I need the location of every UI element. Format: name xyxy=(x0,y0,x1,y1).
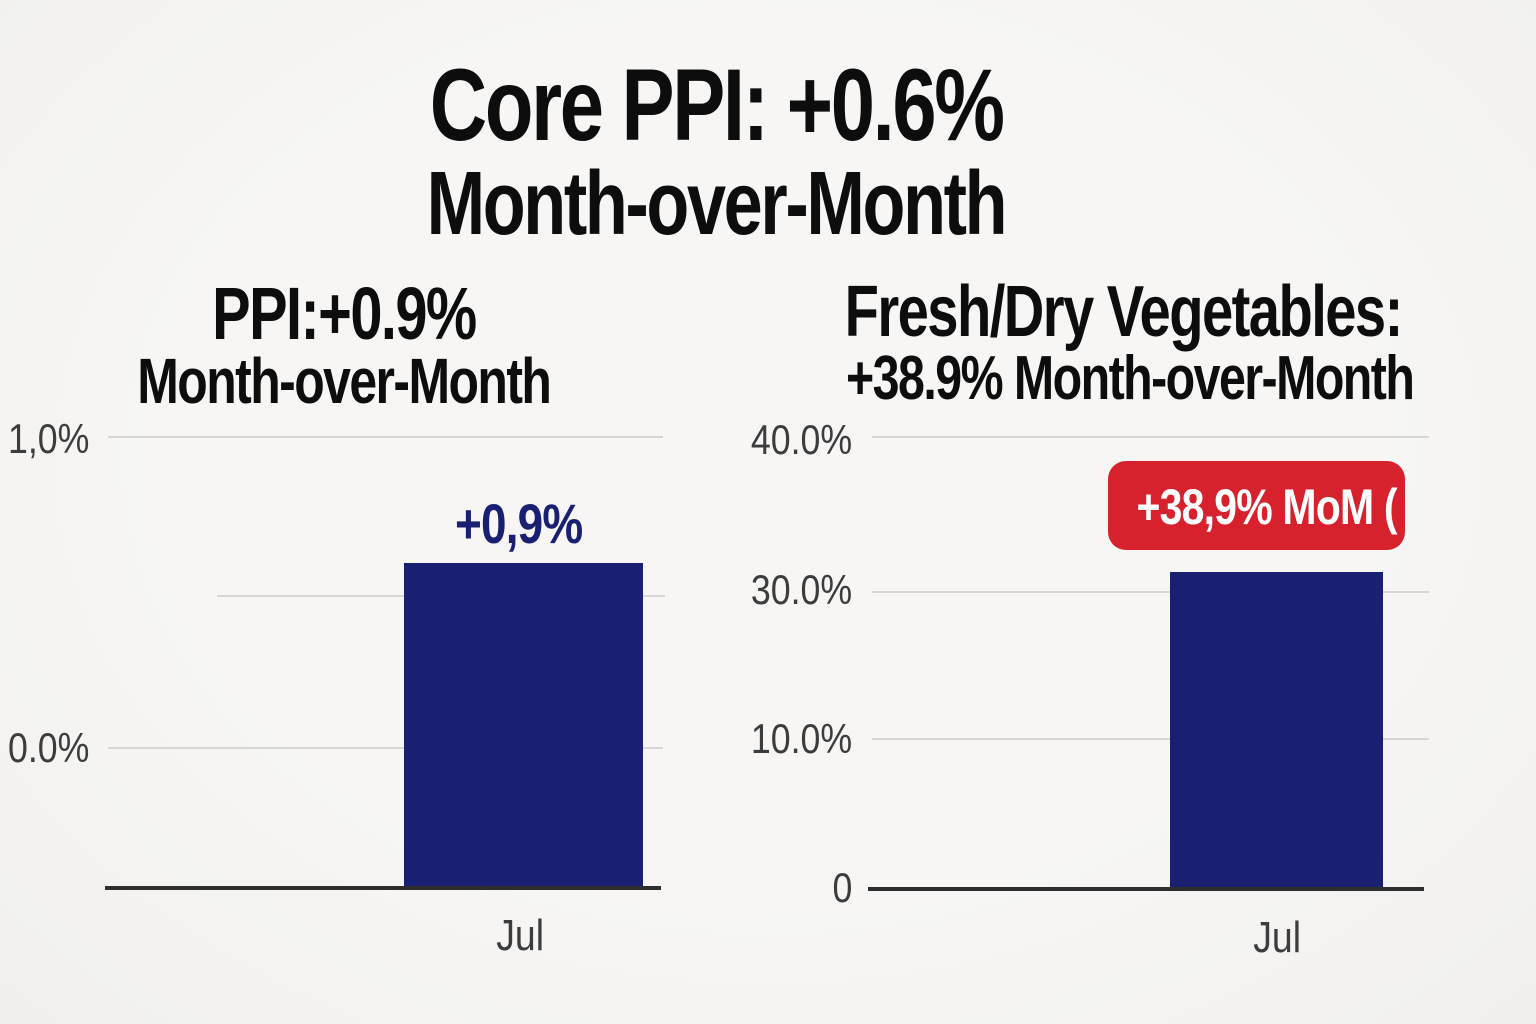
ytick-right-30pct: 30.0% xyxy=(700,569,852,611)
x-axis-left xyxy=(105,886,661,890)
main-title-line2-text: Month-over-Month xyxy=(426,154,1008,254)
main-title-line2: Month-over-Month xyxy=(0,156,1432,252)
bar-ppi-value-label: +0,9% xyxy=(369,496,669,552)
gridline-right-40pct xyxy=(872,436,1429,438)
ytick-right-10pct: 10.0% xyxy=(700,718,852,760)
ytick-left-1pct: 1,0% xyxy=(8,418,104,460)
mom-annotation-text: +38,9% MoM ( xyxy=(1136,479,1398,535)
xtick-right-jul: Jul xyxy=(1177,916,1377,960)
chart-vegetables-title-line1-text: Fresh/Dry Vegetables: xyxy=(844,272,1404,352)
ytick-right-30pct-text: 30.0% xyxy=(750,566,852,613)
chart-ppi-title-line2: Month-over-Month xyxy=(0,345,688,417)
bar-ppi-jul xyxy=(404,563,643,886)
ytick-left-0pct-text: 0.0% xyxy=(8,724,90,771)
chart-vegetables-title-line1: Fresh/Dry Vegetables: xyxy=(766,274,1446,350)
chart-vegetables-title-line2: +38.9% Month-over-Month xyxy=(766,344,1446,413)
gridline-right-10pct xyxy=(872,738,1429,740)
x-axis-right xyxy=(868,887,1424,891)
bar-vegetables-jul xyxy=(1170,572,1383,887)
xtick-right-jul-text: Jul xyxy=(1253,913,1301,962)
ytick-right-40pct: 40.0% xyxy=(700,419,852,461)
ytick-right-10pct-text: 10.0% xyxy=(750,715,852,762)
chart-ppi-title-line1-text: PPI:+0.9% xyxy=(212,272,477,355)
main-title-line1: Core PPI: +0.6% xyxy=(0,54,1432,156)
bar-ppi-value-text: +0,9% xyxy=(455,492,583,555)
ytick-right-0-text: 0 xyxy=(832,864,852,911)
ytick-left-0pct: 0.0% xyxy=(8,727,104,769)
xtick-left-jul: Jul xyxy=(420,914,620,958)
ytick-right-40pct-text: 40.0% xyxy=(750,416,852,463)
ytick-right-0: 0 xyxy=(700,867,852,909)
gridline-right-30pct xyxy=(872,591,1429,593)
main-title: Core PPI: +0.6% Month-over-Month xyxy=(0,54,1432,252)
chart-ppi-title: PPI:+0.9% Month-over-Month xyxy=(0,276,688,417)
gridline-left-1pct xyxy=(108,436,663,438)
chart-vegetables-title: Fresh/Dry Vegetables: +38.9% Month-over-… xyxy=(766,274,1446,413)
mom-annotation-badge: +38,9% MoM ( xyxy=(1108,461,1405,550)
chart-ppi-title-line1: PPI:+0.9% xyxy=(0,276,688,352)
xtick-left-jul-text: Jul xyxy=(496,911,544,960)
chart-ppi-title-line2-text: Month-over-Month xyxy=(137,345,552,417)
ytick-left-1pct-text: 1,0% xyxy=(8,415,90,462)
main-title-line1-text: Core PPI: +0.6% xyxy=(429,48,1005,162)
chart-vegetables-title-line2-text: +38.9% Month-over-Month xyxy=(846,344,1415,413)
gridline-left-0pct xyxy=(108,747,663,749)
